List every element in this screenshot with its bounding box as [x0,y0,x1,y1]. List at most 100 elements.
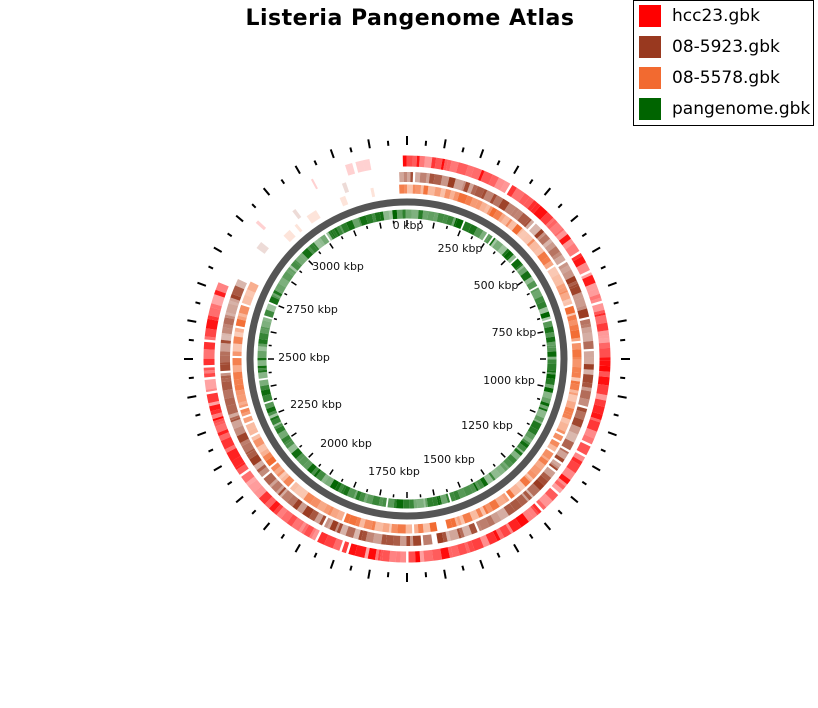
outer-tick [187,319,197,323]
inner-tick [291,281,297,286]
inner-tick [480,243,485,249]
tick-label: 2250 kbp [290,398,342,411]
outer-tick [262,522,271,531]
inner-tick [308,452,314,458]
outer-tick [528,533,534,539]
outer-tick [496,552,501,558]
ring-pangenome [257,209,557,509]
outer-tick [213,246,223,253]
outer-tick [313,160,318,166]
outer-tick [443,569,447,579]
outer-tick [461,147,465,153]
outer-tick [187,395,197,399]
inner-tick [529,305,536,309]
tick-labels: 0 kbp 250 kbp 500 kbp 750 kbp 1000 kbp 1250 k… [278,219,536,478]
outer-tick [570,214,579,223]
inner-tick [432,489,435,496]
outer-tick [591,246,601,253]
inner-tick [329,243,334,249]
outer-tick [543,522,552,531]
outer-tick [581,480,587,486]
outer-tick [557,203,563,209]
tick-label: 500 kbp [474,279,519,292]
outer-tick [294,165,301,175]
atlas-title: Listeria Pangenome Atlas [245,6,575,31]
tick-label: 0 kbp [393,219,424,232]
tick-label: 1250 kbp [461,419,513,432]
outer-tick [294,543,301,553]
inner-tick [470,478,474,482]
inner-tick [536,317,541,321]
outer-tick [528,179,534,185]
outer-tick [591,465,601,472]
legend-label-08-5578: 08-5578.gbk [672,68,780,88]
outer-tick [349,565,353,571]
genome-rings [203,155,611,563]
outer-tick [329,149,335,159]
legend-swatch-pangenome [639,98,661,120]
outer-tick [195,413,201,417]
inner-tick [500,260,506,266]
tick-label: 2000 kbp [320,437,372,450]
outer-tick [329,559,335,569]
inner-tick [526,292,530,296]
outer-tick [513,543,520,553]
outer-tick [197,431,207,437]
inner-tick [492,251,496,255]
inner-tick [457,230,461,237]
outer-tick [600,265,606,270]
outer-tick [617,319,627,323]
inner-tick [536,397,541,401]
tick-label: 1750 kbp [368,465,420,478]
tick-label: 1000 kbp [483,374,535,387]
inner-tick [270,331,277,334]
inner-tick [308,260,314,266]
inner-tick [500,452,506,458]
tick-label: 3000 kbp [312,260,364,273]
inner-tick [299,444,303,448]
outer-tick [251,203,257,209]
outer-tick [607,281,617,287]
inner-tick [329,469,334,475]
inner-tick [270,384,277,387]
outer-tick [313,552,318,558]
outer-tick [208,265,214,270]
outer-tick [600,448,606,453]
inner-tick [318,251,322,255]
inner-tick [340,236,344,240]
outer-tick [557,509,563,515]
inner-tick [517,281,523,286]
outer-tick [613,413,619,417]
legend-label-pangenome: pangenome.gbk [672,99,811,119]
legend-label-08-5923: 08-5923.gbk [672,37,780,57]
outer-tick [607,431,617,437]
outer-tick [496,160,501,166]
inner-tick [470,236,474,240]
outer-tick [479,559,485,569]
inner-tick [480,469,485,475]
inner-tick [511,270,515,274]
tick-label: 2750 kbp [286,303,338,316]
legend: hcc23.gbk 08-5923.gbk 08-5578.gbk pangen… [633,0,814,126]
outer-tick [581,232,587,238]
outer-tick [213,465,223,472]
outer-tick [617,395,627,399]
legend-swatch-08-5923 [639,36,661,58]
inner-tick [291,432,297,437]
outer-tick [613,301,619,305]
inner-tick [284,292,288,296]
tick-label: 2500 kbp [278,351,330,364]
outer-tick [197,281,207,287]
inner-tick [299,270,303,274]
tick-label: 750 kbp [492,326,537,339]
outer-tick [227,480,233,486]
inner-tick [340,478,344,482]
inner-tick [318,463,322,467]
inner-tick [511,444,515,448]
tick-label: 250 kbp [438,242,483,255]
inner-tick [379,489,382,496]
outer-tick-marks [184,136,630,582]
inner-tick [537,384,544,387]
outer-tick [479,149,485,159]
ring-hcc23 [203,155,611,563]
